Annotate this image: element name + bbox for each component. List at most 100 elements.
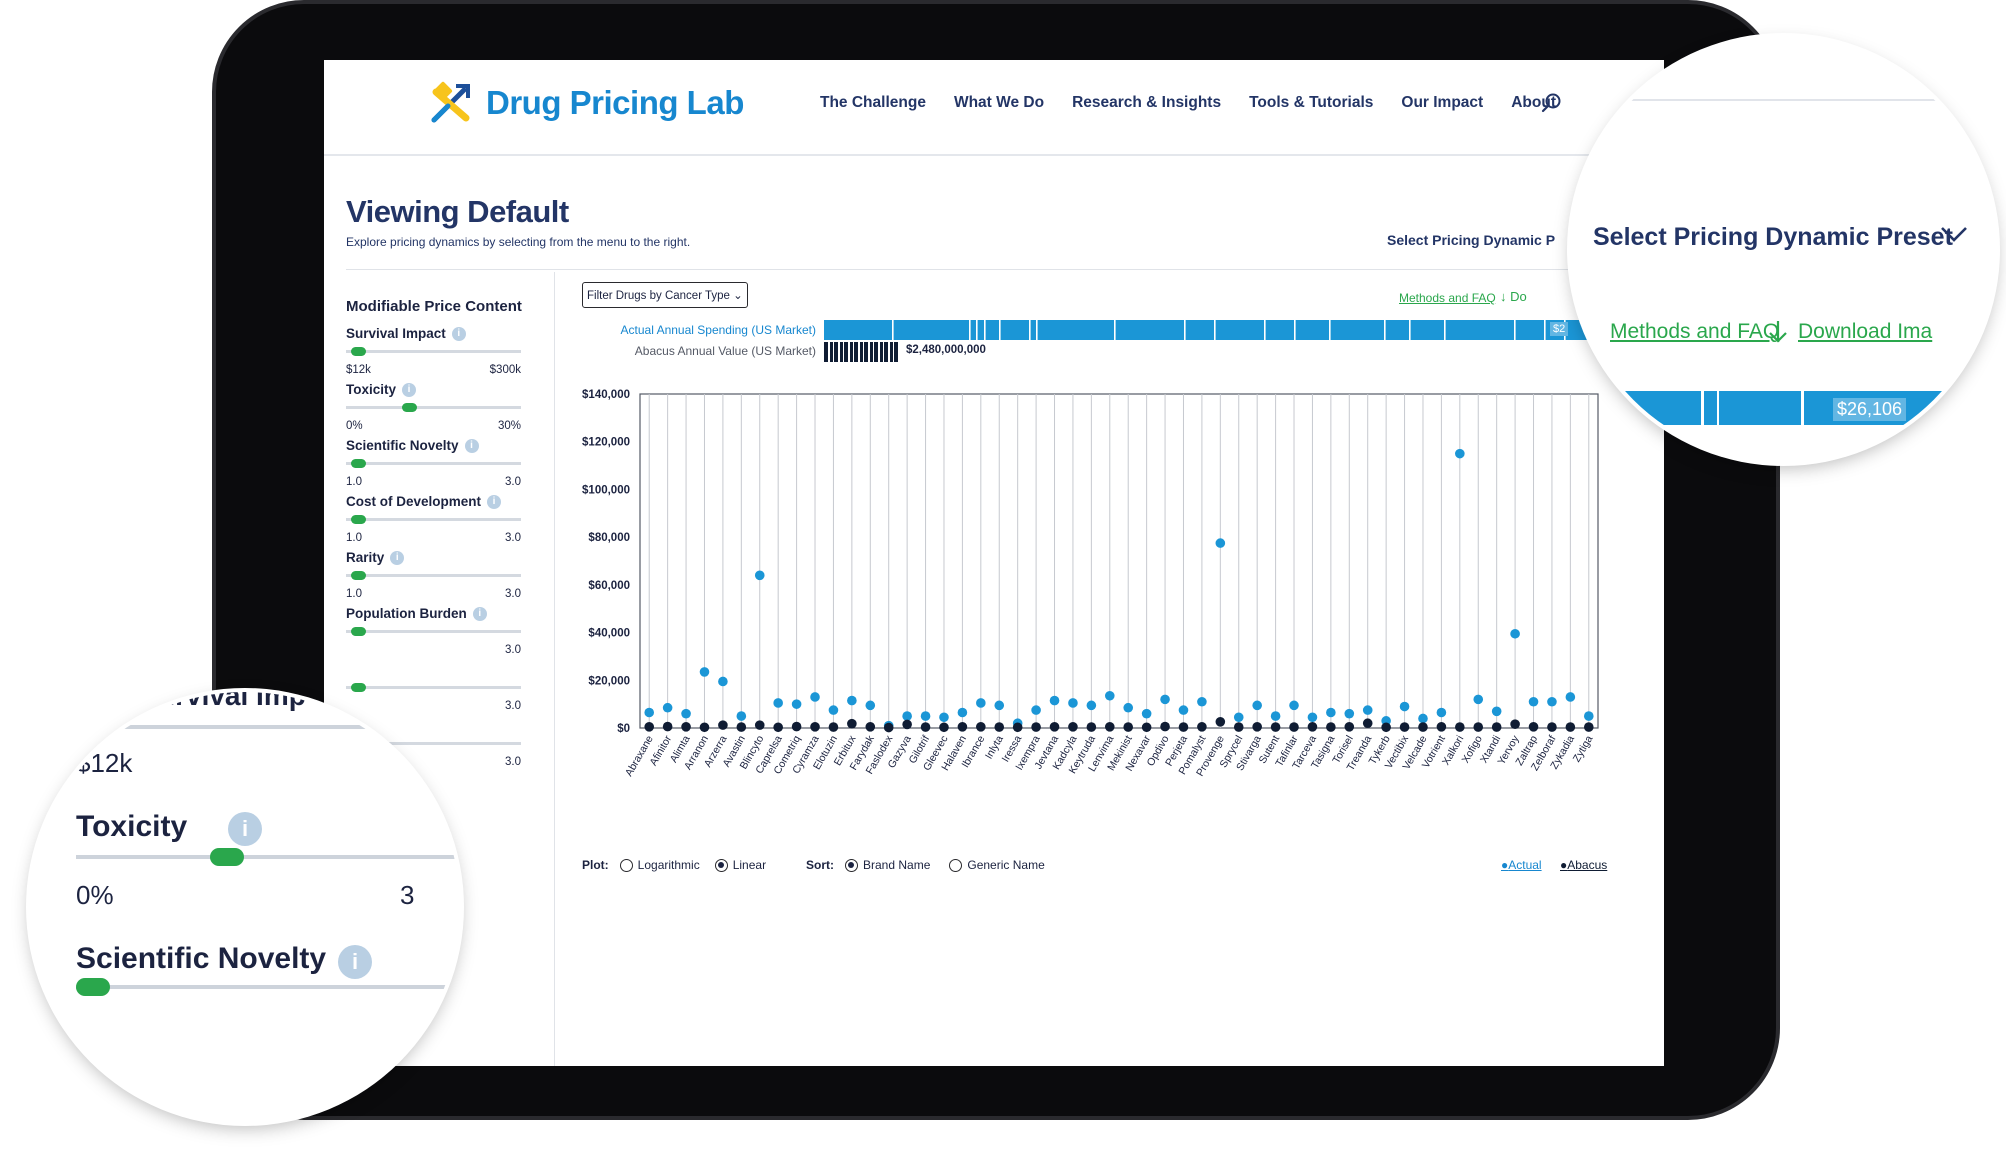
abacus-point	[1528, 722, 1539, 732]
actual-point	[1270, 711, 1281, 721]
actual-point	[1547, 696, 1557, 707]
slider-knob[interactable]	[402, 403, 417, 412]
zoom-download-link[interactable]: Download Ima	[1798, 320, 1933, 343]
abacus-point	[681, 722, 691, 732]
radio-linear[interactable]	[714, 858, 728, 872]
actual-spending-bar	[824, 320, 1664, 340]
slider-knob[interactable]	[351, 459, 366, 468]
abacus-point	[1233, 722, 1244, 732]
zoom-cut-label: urvival Imp	[158, 692, 306, 711]
slider-knob[interactable]	[351, 515, 366, 524]
plot-option-log[interactable]: Logarithmic	[637, 858, 700, 872]
nav-what-we-do[interactable]: What We Do	[953, 94, 1045, 111]
plot-area	[639, 393, 1599, 729]
zoom-divider	[1571, 99, 1996, 101]
info-icon[interactable]: i	[338, 945, 372, 979]
radio-logarithmic[interactable]	[619, 858, 633, 872]
zoom-survival-track[interactable]	[76, 725, 460, 729]
zoom-methods-link[interactable]: Methods and FAQ	[1610, 320, 1780, 343]
info-icon[interactable]: i	[228, 812, 262, 846]
abacus-point	[791, 721, 802, 732]
methods-faq-link[interactable]: Methods and FAQ	[1399, 291, 1496, 305]
info-icon[interactable]: i	[472, 606, 487, 621]
factor-slider: Scientific Novelty i 1.0 3.0	[346, 438, 521, 488]
actual-point	[939, 712, 949, 723]
actual-point	[1436, 707, 1447, 718]
legend-actual-label: Actual	[1508, 858, 1542, 872]
abacus-point	[1436, 722, 1447, 732]
slider-track[interactable]	[346, 403, 521, 412]
zoom-toxicity-knob[interactable]	[210, 848, 244, 866]
zoom-novelty-track[interactable]	[76, 985, 460, 989]
y-tick-label: $60,000	[588, 580, 630, 592]
factor-slider: Population Burden i 3.0	[346, 606, 521, 656]
bar-segment-divider	[1384, 320, 1386, 340]
nav-our-impact[interactable]: Our Impact	[1401, 94, 1484, 111]
info-icon[interactable]: i	[487, 494, 502, 509]
zoom-survival-knob[interactable]	[76, 718, 110, 736]
download-arrow-icon[interactable]	[1766, 319, 1790, 345]
slider-track[interactable]	[346, 683, 521, 692]
abacus-point	[1049, 722, 1060, 732]
actual-point	[1399, 701, 1410, 712]
slider-max: 3.0	[505, 588, 521, 600]
abacus-point	[976, 722, 986, 732]
logo-icon[interactable]	[428, 80, 474, 126]
y-tick-label: $100,000	[582, 484, 630, 496]
main-nav: The Challenge What We Do Research & Insi…	[820, 94, 1556, 112]
sort-option-brand[interactable]: Brand Name	[863, 858, 931, 872]
zoom-novelty-knob[interactable]	[76, 978, 110, 996]
search-icon[interactable]	[1540, 91, 1564, 115]
sort-option-generic[interactable]: Generic Name	[967, 858, 1045, 872]
slider-knob[interactable]	[351, 683, 366, 692]
factor-label-text: Rarity	[346, 550, 385, 565]
nav-research-insights[interactable]: Research & Insights	[1072, 94, 1222, 111]
chevron-down-icon[interactable]	[1939, 222, 1969, 246]
legend-actual[interactable]: ●Actual	[1501, 858, 1542, 872]
y-tick-label: $120,000	[582, 437, 630, 449]
zoom-actual-value: $26,106	[1833, 398, 1907, 421]
legend-abacus[interactable]: ●Abacus	[1560, 858, 1607, 872]
radio-brand-name[interactable]	[845, 858, 858, 872]
abacus-point	[1197, 722, 1207, 732]
abacus-point	[1104, 722, 1115, 732]
slider-track[interactable]	[346, 347, 521, 356]
slider-knob[interactable]	[351, 347, 366, 356]
zoom-toxicity-track[interactable]	[76, 855, 460, 859]
slider-track[interactable]	[346, 515, 521, 524]
slider-knob[interactable]	[351, 627, 366, 636]
y-tick-label: $40,000	[588, 628, 630, 640]
nav-tools-tutorials[interactable]: Tools & Tutorials	[1249, 94, 1374, 111]
plot-option-linear[interactable]: Linear	[732, 858, 767, 872]
cancer-type-filter[interactable]: Filter Drugs by Cancer Type ⌄	[582, 282, 748, 308]
info-icon[interactable]: i	[402, 382, 417, 397]
preset-dropdown[interactable]: Select Pricing Dynamic P	[1387, 232, 1556, 248]
slider-max: 3.0	[505, 476, 521, 488]
logo-text[interactable]: Drug Pricing Lab	[486, 84, 744, 121]
abacus-point	[1344, 722, 1355, 732]
info-icon[interactable]: i	[464, 438, 479, 453]
zoom-preset-dropdown[interactable]: Select Pricing Dynamic Preset	[1593, 223, 1953, 251]
plot-controls: Plot: Logarithmic Linear	[582, 858, 766, 872]
bar-segment-divider	[1264, 320, 1266, 340]
slider-track[interactable]	[346, 571, 521, 580]
download-link[interactable]: ↓ Do	[1500, 289, 1527, 304]
abacus-point	[1215, 716, 1226, 727]
bar-segment-divider	[976, 320, 978, 340]
info-icon[interactable]: i	[451, 326, 466, 341]
factor-label-text: Cost of Development	[346, 494, 482, 509]
bar-segment-divider	[999, 320, 1001, 340]
slider-knob[interactable]	[351, 571, 366, 580]
actual-point	[920, 711, 931, 721]
actual-point	[865, 700, 876, 711]
nav-the-challenge[interactable]: The Challenge	[820, 94, 926, 111]
page-title: Viewing Default	[346, 194, 569, 229]
actual-bar-segments	[892, 320, 1658, 340]
actual-point	[773, 698, 783, 708]
slider-track[interactable]	[346, 459, 521, 468]
abacus-point	[1160, 721, 1170, 732]
radio-generic-name[interactable]	[949, 858, 963, 872]
info-icon[interactable]: i	[390, 550, 405, 565]
nav-about[interactable]: About	[1511, 94, 1556, 111]
slider-track[interactable]	[346, 627, 521, 636]
